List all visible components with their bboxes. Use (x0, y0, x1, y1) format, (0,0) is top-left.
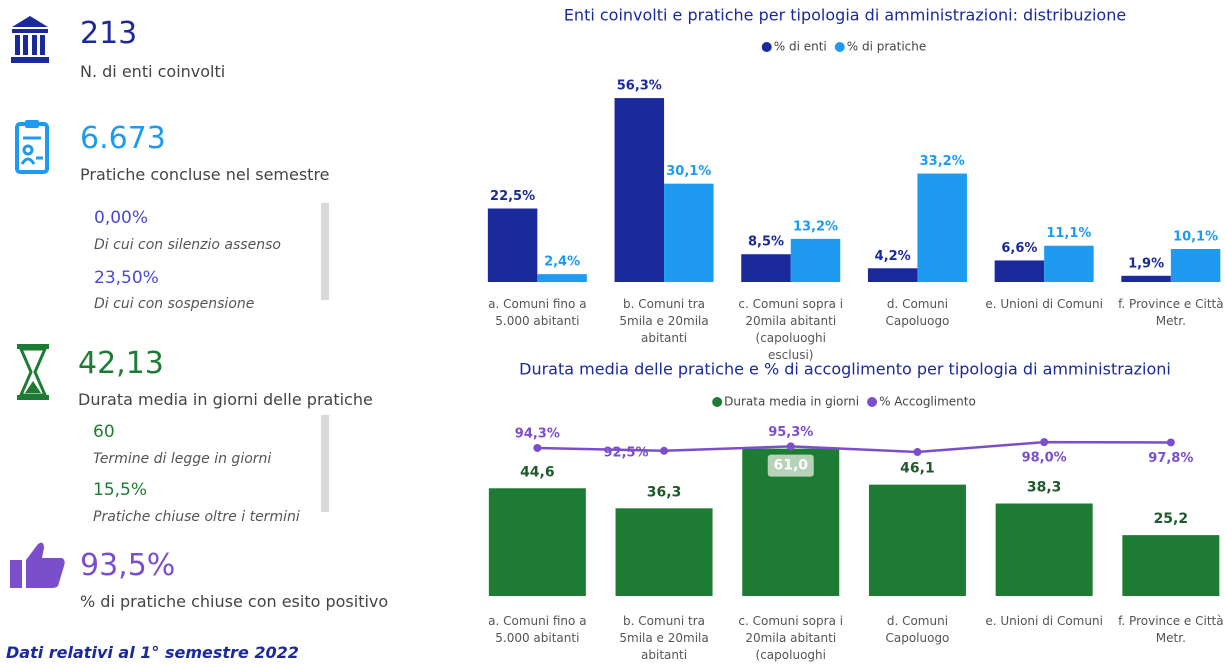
x-tick-label: c. Comuni sopra i 20mila abitanti (capol… (738, 297, 844, 362)
legend-swatch (761, 42, 772, 52)
bar (867, 268, 918, 282)
data-label: 10,1% (1173, 230, 1218, 245)
clipboard-icon (15, 120, 49, 174)
data-label: 4,2% (875, 249, 911, 264)
kpi-value: 93,5% (80, 548, 176, 583)
point (533, 443, 542, 452)
x-tick-label: f. Province e Città Metr. (1118, 297, 1224, 328)
bar (1121, 275, 1171, 282)
legend-label: Durata media in giorni (724, 395, 859, 409)
line (537, 440, 1171, 454)
bar (1044, 245, 1094, 282)
bar (994, 260, 1045, 282)
data-label: 1,9% (1128, 256, 1164, 271)
point (913, 448, 922, 457)
x-tick-label: e. Unioni di Comuni (985, 614, 1103, 628)
x-tick-label: e. Unioni di Comuni (985, 297, 1103, 311)
kpi-value: 6.673 (80, 121, 166, 156)
chart-title: Durata media delle pratiche e % di accog… (519, 360, 1171, 379)
bar (487, 208, 538, 282)
data-label: 6,6% (1001, 241, 1037, 256)
detail-value: 0,00% (94, 208, 149, 228)
legend-label: % di pratiche (847, 40, 927, 54)
separator (321, 415, 329, 512)
detail-label: Di cui con sospensione (94, 296, 255, 312)
x-tick-label: b. Comuni tra 5mila e 20mila abitanti (619, 614, 709, 662)
data-label: 46,1 (900, 461, 935, 477)
data-label: 56,3% (617, 79, 662, 94)
point (1166, 438, 1175, 447)
x-tick-label: b. Comuni tra 5mila e 20mila abitanti (619, 297, 709, 345)
label-box (767, 454, 814, 477)
bar (488, 488, 586, 596)
detail-value: 23,50% (94, 268, 159, 288)
bar (741, 254, 791, 282)
kpi-value: 42,13 (78, 346, 164, 381)
legend-swatch (712, 397, 723, 407)
kpi-value: 213 (80, 16, 138, 51)
legend-swatch (867, 397, 878, 407)
bar (664, 183, 714, 282)
point (1040, 438, 1049, 447)
data-label: 95,3% (768, 425, 813, 440)
data-label: 8,5% (748, 235, 784, 250)
detail-label: Di cui con silenzio assenso (94, 237, 281, 253)
bar (995, 503, 1093, 596)
thumb-icon (10, 542, 65, 588)
kpi-label: Pratiche concluse nel semestre (80, 165, 330, 184)
point (786, 442, 795, 451)
data-label: 30,1% (666, 164, 711, 179)
data-label: 44,6 (520, 464, 555, 480)
bar (537, 274, 587, 282)
data-label: 36,3 (647, 484, 682, 500)
separator (321, 203, 329, 300)
data-label: 25,2 (1154, 511, 1189, 527)
bar (1170, 249, 1221, 282)
x-tick-label: c. Comuni sopra i 20mila abitanti (capol… (738, 614, 844, 666)
bar (615, 508, 713, 596)
data-label: 33,2% (920, 154, 965, 169)
data-label: 38,3 (1027, 479, 1062, 495)
x-tick-label: d. Comuni Capoluogo (885, 297, 950, 328)
detail-value: 60 (93, 422, 115, 442)
data-label: 97,8% (1148, 451, 1193, 466)
x-tick-label: a. Comuni fino a 5.000 abitanti (488, 297, 587, 328)
data-label: 13,2% (793, 219, 838, 234)
x-tick-label: f. Province e Città Metr. (1118, 614, 1224, 645)
kpi-label: N. di enti coinvolti (80, 62, 226, 81)
legend-swatch (834, 42, 845, 52)
bar (917, 173, 967, 282)
data-label: 92,5% (603, 445, 648, 460)
chart-title: Enti coinvolti e pratiche per tipologia … (564, 6, 1126, 25)
x-tick-label: a. Comuni fino a 5.000 abitanti (488, 614, 587, 645)
footnote: Dati relativi al 1° semestre 2022 (6, 643, 299, 662)
data-label: 22,5% (490, 189, 535, 204)
data-label: 98,0% (1022, 451, 1067, 466)
detail-label: Pratiche chiuse oltre i termini (93, 509, 300, 525)
data-label: 11,1% (1046, 226, 1091, 241)
data-label: 61,0 (773, 458, 808, 474)
legend-label: % Accoglimento (879, 395, 976, 409)
legend-label: % di enti (774, 40, 827, 54)
kpi-label: Durata media in giorni delle pratiche (78, 390, 373, 409)
x-tick-label: d. Comuni Capoluogo (885, 614, 950, 645)
data-label: 94,3% (515, 426, 560, 441)
detail-value: 15,5% (93, 480, 148, 500)
kpi-label: % di pratiche chiuse con esito positivo (80, 592, 389, 611)
bar (868, 484, 966, 596)
bar (790, 238, 841, 282)
data-label: 2,4% (544, 255, 580, 270)
bar (614, 98, 665, 282)
building-icon (11, 16, 49, 63)
hourglass-icon (17, 344, 49, 400)
point (660, 446, 669, 455)
bar (1122, 535, 1220, 596)
detail-label: Termine di legge in giorni (93, 451, 272, 467)
